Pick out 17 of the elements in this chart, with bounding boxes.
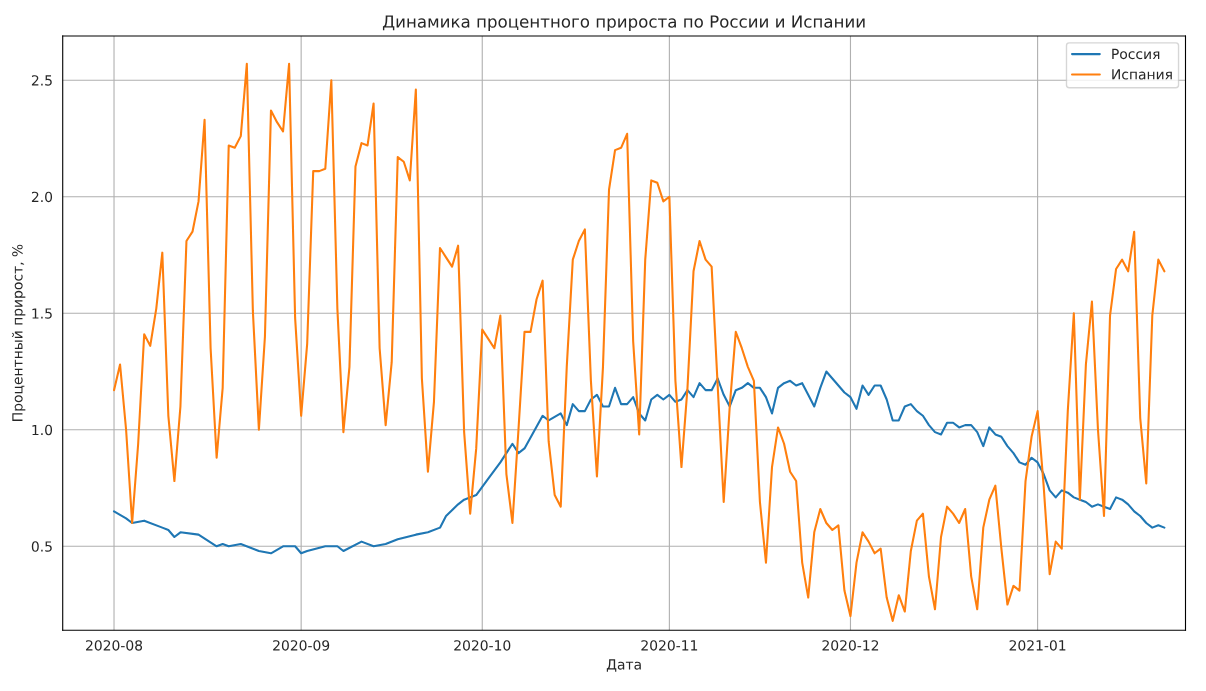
x-tick-label: 2020-12 [822, 640, 879, 651]
legend-label: Россия [1112, 48, 1160, 60]
x-tick-label: 2020-11 [641, 640, 698, 651]
y-tick-label: 1.5 [32, 308, 52, 319]
x-tick-label: 2021-01 [1009, 640, 1066, 651]
x-tick-label: 2020-09 [273, 640, 330, 651]
y-tick-label: 0.5 [31, 541, 52, 552]
y-tick-label: 2.5 [31, 75, 52, 86]
line-series [112, 370, 1166, 555]
y-tick-label: 1.0 [32, 424, 53, 436]
x-axis-title: Дата [606, 659, 641, 672]
chart-title: Динамика процентного прироста по России и Испании [382, 15, 865, 32]
y-axis-title: Процентный прирост, % [11, 244, 26, 421]
y-tick-label: 2.0 [31, 191, 53, 203]
legend-label: Испания [1112, 69, 1172, 80]
x-tick-label: 2020-08 [86, 640, 143, 651]
x-tick-label: 2020-10 [454, 640, 511, 651]
